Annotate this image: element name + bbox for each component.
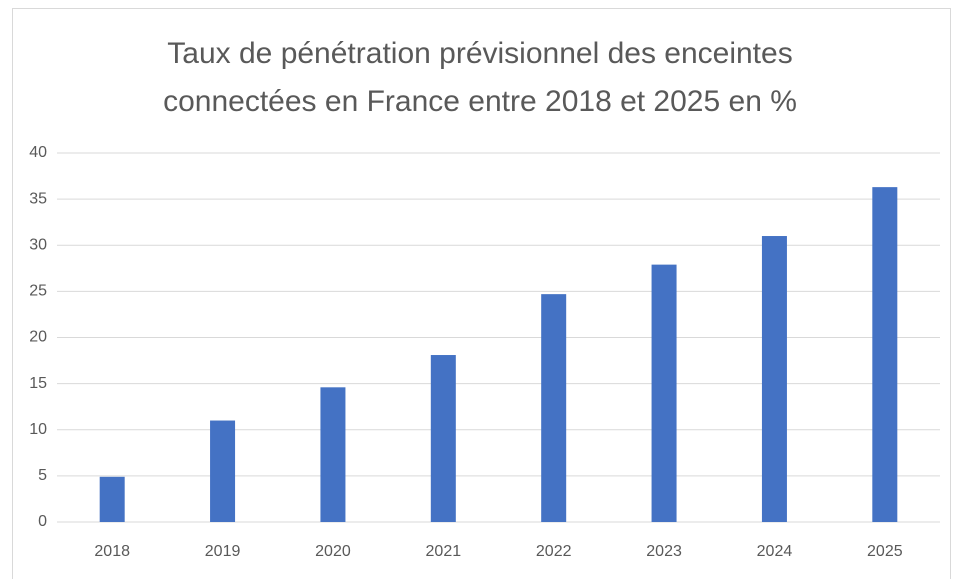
x-tick-label: 2023 bbox=[646, 543, 682, 560]
y-tick-label: 5 bbox=[38, 467, 47, 484]
chart-title: Taux de pénétration prévisionnel des enc… bbox=[163, 37, 797, 118]
y-tick-label: 35 bbox=[29, 190, 47, 207]
y-tick-label: 20 bbox=[29, 329, 47, 346]
bar bbox=[99, 476, 125, 522]
x-tick-label: 2021 bbox=[426, 543, 462, 560]
y-tick-label: 10 bbox=[29, 421, 47, 438]
x-tick-label: 2020 bbox=[315, 543, 351, 560]
y-tick-label: 25 bbox=[29, 283, 47, 300]
x-tick-label: 2018 bbox=[94, 543, 130, 560]
bar bbox=[761, 236, 787, 522]
bar bbox=[541, 294, 567, 522]
x-tick-label: 2022 bbox=[536, 543, 572, 560]
y-tick-label: 15 bbox=[29, 375, 47, 392]
y-tick-label: 30 bbox=[29, 236, 47, 253]
y-tick-label: 40 bbox=[29, 144, 47, 161]
bar bbox=[651, 264, 677, 522]
x-tick-label: 2019 bbox=[205, 543, 241, 560]
bar bbox=[430, 355, 456, 522]
x-tick-label: 2025 bbox=[867, 543, 903, 560]
x-tick-label: 2024 bbox=[757, 543, 793, 560]
bar bbox=[210, 420, 236, 522]
chart-border bbox=[12, 8, 951, 579]
y-tick-label: 0 bbox=[38, 513, 47, 530]
bar bbox=[872, 187, 898, 522]
bar bbox=[320, 387, 346, 522]
